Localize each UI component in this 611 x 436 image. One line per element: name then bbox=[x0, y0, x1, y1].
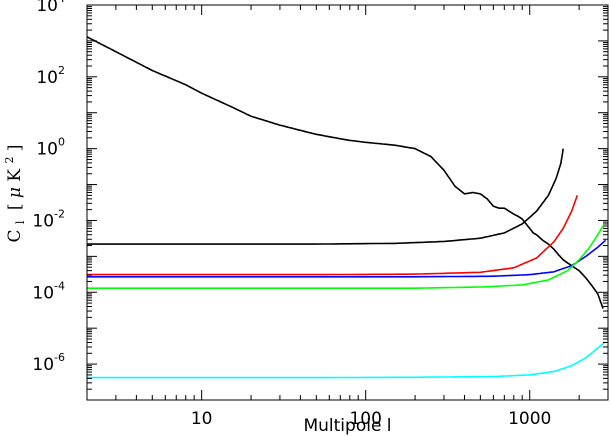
y-axis-title: C l [ μ K 2 ] bbox=[0, 144, 29, 242]
x-tick-label: 10 bbox=[191, 409, 213, 429]
ylabel-unit: K bbox=[5, 169, 25, 182]
series-line-4 bbox=[87, 239, 607, 278]
y-tick-exponent: -4 bbox=[54, 279, 65, 292]
x-tick-label: 1000 bbox=[508, 409, 551, 429]
plot-frame bbox=[86, 4, 609, 401]
ylabel-open: [ bbox=[5, 204, 25, 211]
y-tick-label: 10-6 bbox=[32, 351, 65, 375]
y-tick-label: 10-4 bbox=[32, 279, 65, 303]
ylabel-subscript: l bbox=[14, 220, 27, 224]
y-tick-label: 102 bbox=[36, 64, 65, 88]
series-line-5 bbox=[87, 225, 604, 290]
svg-text:C l [ μ: C l [ μ K 2 ] bbox=[0, 144, 29, 242]
y-tick-exponent: -6 bbox=[54, 351, 65, 364]
y-tick-exponent: 0 bbox=[58, 136, 65, 149]
ylabel-symbol: C bbox=[5, 229, 25, 242]
x-axis-title: Multipole l bbox=[303, 416, 391, 436]
x-axis: 10 100 1000 bbox=[86, 5, 609, 429]
series-line-2 bbox=[87, 148, 564, 245]
ylabel-greek: μ bbox=[5, 187, 25, 198]
y-tick-label: 10-2 bbox=[32, 207, 65, 231]
ylabel-unit-power: 2 bbox=[3, 157, 16, 164]
y-axis: 10-6 10-4 10-2 100 102 104 bbox=[32, 0, 608, 401]
y-tick-exponent: 2 bbox=[58, 64, 65, 77]
ylabel-close: ] bbox=[5, 144, 25, 151]
series-line-3 bbox=[87, 195, 579, 276]
y-tick-label: 104 bbox=[36, 0, 65, 16]
plot-lines bbox=[86, 36, 607, 379]
y-tick-exponent: -2 bbox=[54, 207, 65, 220]
series-line-1 bbox=[86, 36, 604, 309]
series-line-6 bbox=[87, 341, 607, 379]
y-tick-label: 100 bbox=[36, 136, 65, 160]
y-tick-exponent: 4 bbox=[58, 0, 65, 5]
x-tick-label: 100 bbox=[349, 409, 381, 429]
